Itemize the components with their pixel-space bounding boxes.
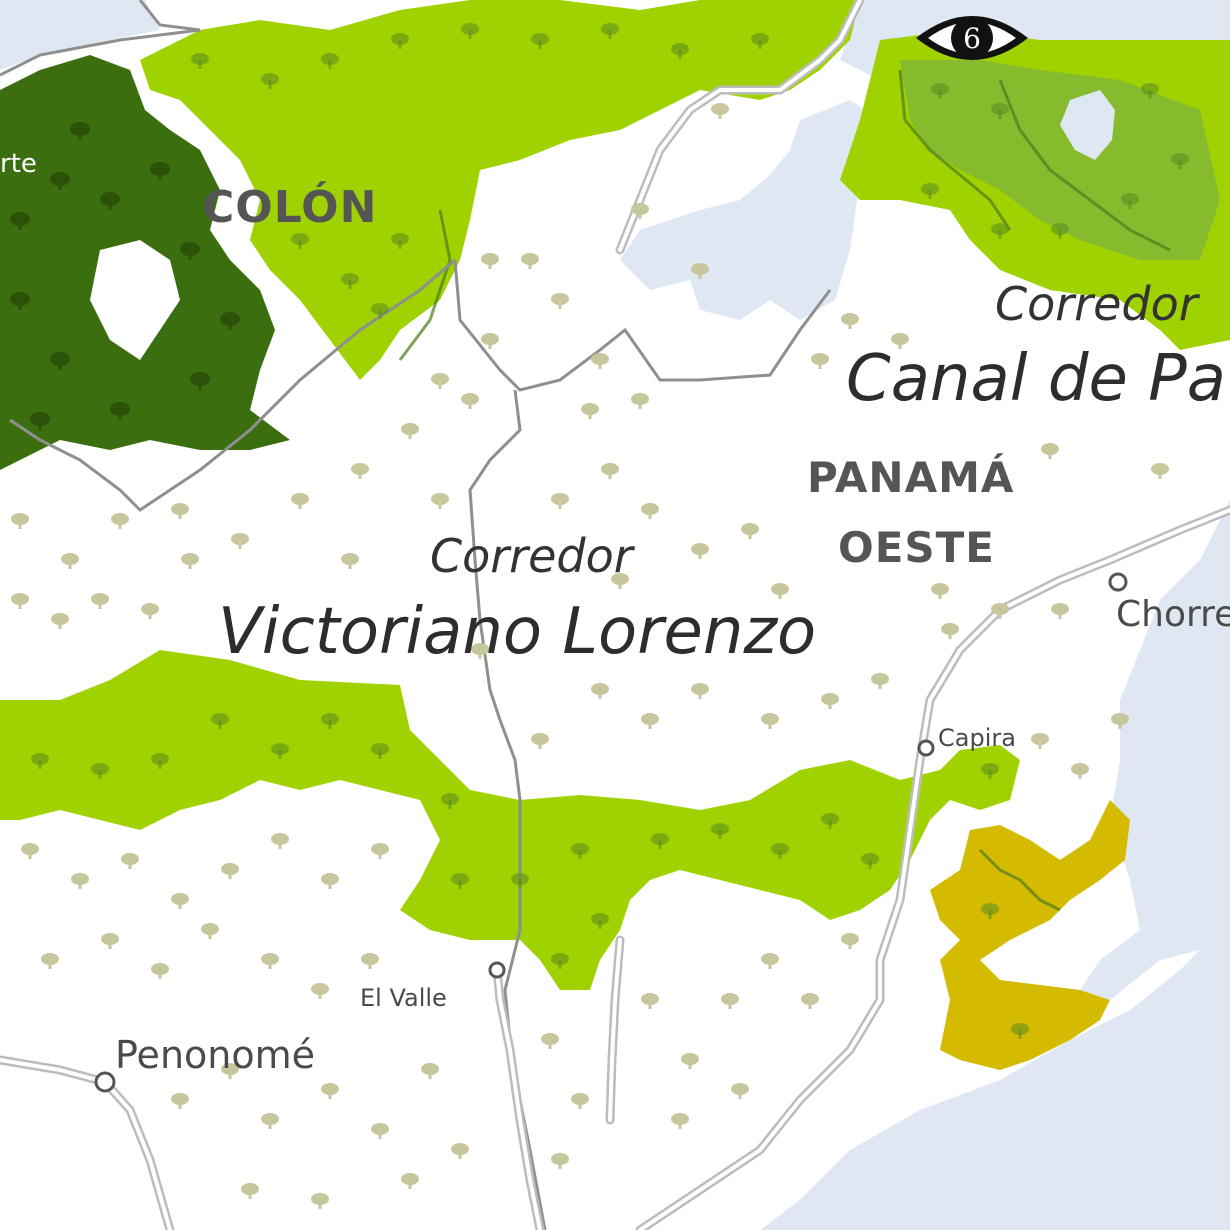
corridor-canal-prefix: Corredor [995,277,1201,331]
boundary-colon-panama-oeste [453,259,832,392]
road-penonome [0,1055,175,1230]
pacific-ocean [760,500,1230,1230]
mangrove-area [930,800,1130,1070]
province-label-panama-oeste-line2: OESTE [838,523,995,572]
river-mangrove [978,848,1061,912]
road-panamericana [635,505,1230,1230]
corridor-victoriano-title: Victoriano Lorenzo [218,595,816,669]
forest-north-east-mid [900,60,1220,260]
corridor-victoriano-prefix: Corredor [430,529,636,583]
forest-west-clearing [90,240,180,360]
ne-lake [1060,90,1115,160]
city-label-chorrera: Chorre [1116,594,1230,635]
road-south-center [605,935,625,1125]
city-label-penonome: Penonomé [115,1033,315,1077]
river-north [398,209,452,361]
road-el-valle [492,965,545,1230]
viewpoint-number: 6 [963,22,981,55]
province-label-colon: COLÓN [202,180,377,233]
forest-north [140,0,860,380]
city-marker-chorrera[interactable] [1108,572,1128,592]
gatun-lake [620,100,880,320]
forest-central-band [0,650,1020,990]
corridor-canal-title: Canal de Pa [846,342,1226,416]
city-label-el-valle: El Valle [360,984,447,1012]
place-label-partial-west: rte [0,149,37,179]
river-ne-1 [898,69,1012,231]
city-label-capira: Capira [938,724,1016,752]
province-label-panama-oeste-line1: PANAMÁ [807,452,1014,502]
boundary-north-coast [0,0,201,77]
caribbean-sea [0,0,160,70]
river-ne-2 [998,79,1171,252]
city-marker-el-valle[interactable] [488,961,506,979]
road-canal [615,0,865,255]
city-marker-penonome[interactable] [94,1071,116,1093]
eye-pupil [951,17,993,59]
viewpoint-marker[interactable]: 6 [916,16,1028,60]
city-marker-capira[interactable] [917,739,935,757]
